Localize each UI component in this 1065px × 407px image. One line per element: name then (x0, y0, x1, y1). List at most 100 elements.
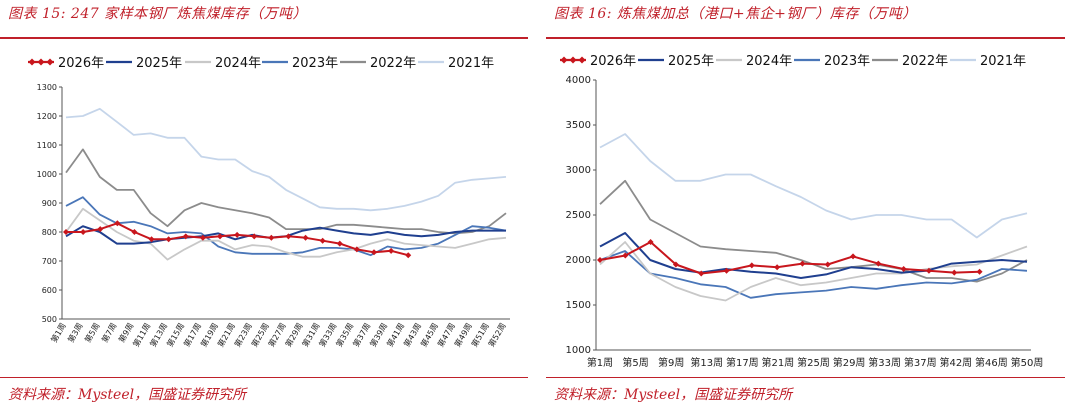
x-tick-label: 第9周 (658, 356, 684, 369)
x-tick-label: 第50周 (1011, 356, 1044, 369)
legend-marker (28, 58, 36, 66)
series-line (65, 207, 507, 261)
chart-panel-247-mills: 图表 15: 247 家样本钢厂炼焦煤库存（万吨） 2026年 2025年 2024… (0, 0, 528, 407)
series-line (65, 107, 507, 212)
y-tick-label: 3000 (566, 165, 591, 176)
data-point (97, 226, 104, 233)
data-point (925, 267, 932, 274)
legend-marker (37, 58, 45, 66)
coking-coal-inventory-chart-total: 2026年 2025年 2024年 2023年 2022年 2021年 1000 1500 20… (560, 54, 1044, 369)
series-line (599, 133, 1028, 239)
legend-label: 2025年 (136, 56, 182, 71)
chart-panel-total-inventory: 图表 16: 炼焦煤加总（港口+焦企+钢厂）库存（万吨） 2026年 2025年 2… (546, 0, 1065, 407)
y-tick-label: 500 (42, 315, 57, 324)
legend-label: 2021年 (448, 56, 494, 71)
data-point (63, 229, 69, 235)
series-line (599, 241, 980, 275)
data-point (405, 252, 412, 259)
data-point (285, 233, 292, 240)
data-point (723, 267, 730, 274)
source-rule (0, 377, 528, 378)
legend-label: 2023年 (824, 54, 870, 69)
y-tick-label: 1100 (37, 141, 57, 150)
x-tick-label: 第33周 (868, 356, 901, 369)
series-line (65, 196, 507, 257)
coking-coal-inventory-chart-mills: 2026年 2025年 2024年 2023年 2022年 2021年 500 600 700 8… (28, 56, 510, 349)
title-rule (0, 37, 528, 39)
data-point (622, 252, 629, 259)
data-point (698, 270, 705, 277)
legend-marker (578, 56, 586, 64)
series-line (599, 179, 1028, 283)
legend-label: 2024年 (215, 56, 261, 71)
data-point (353, 246, 360, 253)
x-tick-label: 第29周 (833, 356, 866, 369)
y-tick-label: 3500 (566, 120, 591, 131)
y-tick-label: 1000 (37, 170, 57, 179)
data-point (824, 261, 831, 268)
x-tick-label: 第5周 (82, 321, 101, 344)
y-tick-label: 1000 (566, 345, 591, 356)
x-tick-label: 第3周 (65, 321, 84, 344)
data-point (597, 257, 603, 263)
data-point (199, 234, 206, 241)
legend-marker (46, 58, 54, 66)
data-point (217, 233, 223, 240)
data-point (875, 260, 882, 267)
y-tick-label: 900 (42, 199, 57, 208)
data-point (182, 233, 189, 240)
y-tick-label: 2000 (566, 255, 591, 266)
data-point (148, 236, 155, 243)
y-tick-label: 1500 (566, 300, 591, 311)
source-rule (546, 377, 1065, 378)
legend-marker (569, 56, 577, 64)
data-point (748, 262, 755, 269)
x-tick-label: 第7周 (99, 321, 118, 344)
series-line (599, 250, 1028, 299)
x-tick-label: 第42周 (939, 356, 972, 369)
data-point (251, 233, 258, 240)
y-tick-label: 600 (42, 286, 57, 295)
y-tick-label: 2500 (566, 210, 591, 221)
x-tick-label: 第37周 (904, 356, 937, 369)
data-point (114, 220, 121, 227)
series-line (65, 148, 507, 235)
data-point (672, 261, 679, 268)
legend-marker (560, 56, 568, 64)
data-point (647, 239, 654, 245)
x-tick-label: 第17周 (726, 356, 759, 369)
x-tick-label: 第5周 (622, 356, 648, 369)
x-tick-label: 第46周 (975, 356, 1008, 369)
figure-title: 图表 16: 炼焦煤加总（港口+焦企+钢厂）库存（万吨） (554, 6, 917, 22)
x-tick-label: 第1周 (49, 321, 68, 344)
data-point (131, 229, 138, 235)
data-point (900, 266, 907, 272)
x-tick-label: 第13周 (690, 356, 723, 369)
data-point (165, 236, 172, 243)
figure-title: 图表 15: 247 家样本钢厂炼焦煤库存（万吨） (8, 6, 308, 22)
title-rule (546, 37, 1065, 39)
source-note: 资料来源：Mysteel，国盛证券研究所 (8, 387, 247, 403)
x-tick-label: 第1周 (587, 356, 613, 369)
legend-label: 2025年 (668, 54, 714, 69)
data-point (371, 249, 377, 256)
data-point (80, 229, 87, 235)
legend-label: 2022年 (370, 56, 416, 71)
series-line (599, 232, 1028, 279)
legend-label: 2026年 (590, 54, 636, 69)
legend-label: 2024年 (746, 54, 792, 69)
data-point (799, 260, 806, 267)
data-point (336, 240, 343, 247)
legend-label: 2023年 (292, 56, 338, 71)
data-point (976, 268, 983, 275)
x-tick-label: 第25周 (797, 356, 830, 369)
data-point (268, 234, 275, 241)
legend-label: 2026年 (58, 56, 104, 71)
y-tick-label: 4000 (566, 75, 591, 86)
x-tick-label: 第21周 (762, 356, 795, 369)
y-tick-label: 700 (42, 257, 57, 266)
data-point (234, 231, 241, 238)
data-point (951, 269, 958, 276)
legend-label: 2021年 (980, 54, 1026, 69)
data-point (388, 247, 395, 254)
